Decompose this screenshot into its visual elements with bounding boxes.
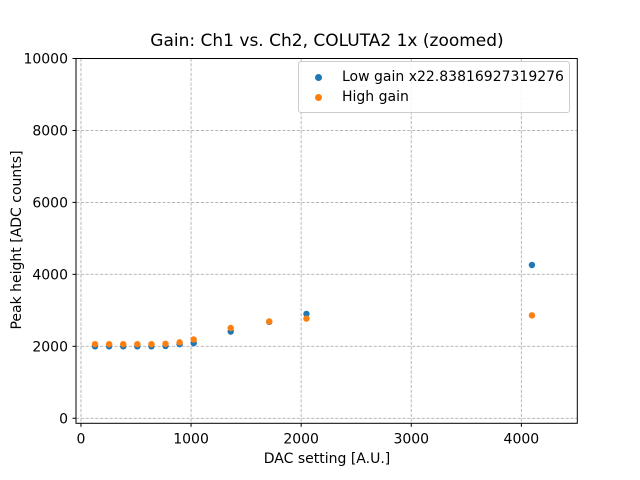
data-point-high-gain-1024 xyxy=(190,336,197,343)
x-tick-label-0: 0 xyxy=(76,431,85,447)
axes-frame xyxy=(75,58,578,424)
data-point-high-gain-256 xyxy=(105,340,113,348)
data-point-high-gain-896 xyxy=(176,339,183,346)
y-tick-label-10000: 10000 xyxy=(23,52,68,68)
data-point-high-gain-640 xyxy=(148,340,155,348)
legend-label-low-gain: Low gain x22.83816927319276 xyxy=(342,69,564,85)
data-point-high-gain-1360 xyxy=(227,324,234,332)
y-tick-label-0: 0 xyxy=(59,411,68,427)
data-point-high-gain-128 xyxy=(91,340,99,348)
x-axis-label: DAC setting [A.U.] xyxy=(263,451,391,467)
data-point-high-gain-1710 xyxy=(266,318,273,325)
y-tick-label-8000: 8000 xyxy=(32,123,68,139)
chart-title: Gain: Ch1 vs. Ch2, COLUTA2 1x (zoomed) xyxy=(150,31,504,51)
legend-label-high-gain: High gain xyxy=(342,89,409,105)
data-point-high-gain-768 xyxy=(162,340,169,347)
data-point-high-gain-2048 xyxy=(303,315,310,322)
x-tick-label-3000: 3000 xyxy=(393,431,429,447)
x-tick-label-2000: 2000 xyxy=(283,431,319,447)
legend-item-high-gain: High gain xyxy=(299,87,559,107)
data-point-high-gain-384 xyxy=(120,340,127,348)
legend-item-low-gain: Low gain x22.83816927319276 xyxy=(299,67,564,87)
x-tick-label-1000: 1000 xyxy=(173,431,209,447)
legend: Low gain x22.83816927319276 High gain xyxy=(298,61,570,113)
data-point-high-gain-512 xyxy=(134,340,141,348)
x-tick-label-4000: 4000 xyxy=(504,431,540,447)
y-tick-label-2000: 2000 xyxy=(32,339,68,355)
high-gain-marker-icon xyxy=(315,93,322,101)
low-gain-marker-icon xyxy=(315,73,322,81)
y-tick-label-6000: 6000 xyxy=(32,195,68,211)
y-tick-label-4000: 4000 xyxy=(32,267,68,283)
y-axis-label: Peak height [ADC counts] xyxy=(9,150,25,330)
data-point-low-gain-4096 xyxy=(528,261,536,269)
data-point-high-gain-4096 xyxy=(528,312,536,319)
data-point-low-gain-2048 xyxy=(303,310,310,318)
